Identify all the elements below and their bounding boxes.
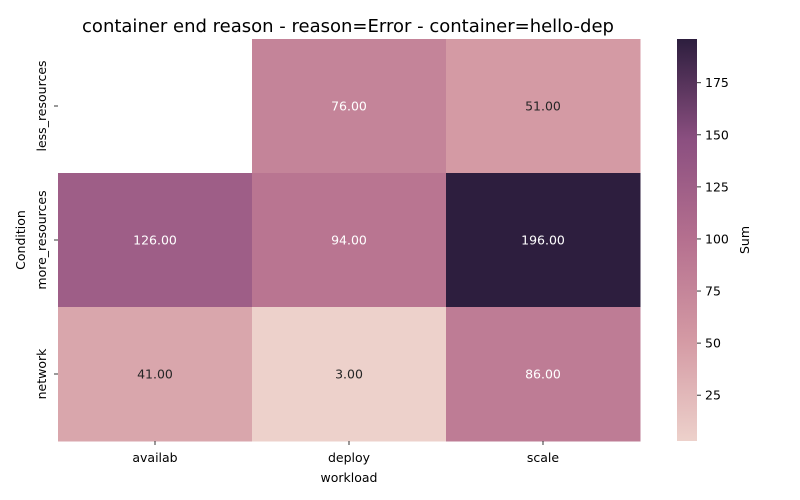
colorbar-tick-label: 75	[705, 284, 721, 299]
y-axis-label: Condition	[13, 210, 28, 270]
x-tick-label: scale	[527, 450, 560, 465]
colorbar-ticks: 25 50 75 100 125 150 175	[697, 75, 729, 403]
heatmap-cell	[446, 307, 641, 442]
x-axis-label: workload	[321, 470, 378, 485]
x-tick-label: deploy	[328, 450, 371, 465]
heatmap-cell-labels: 76.00 51.00 126.00 94.00 196.00 41.00 3.00 86.0…	[133, 99, 565, 382]
heatmap-cells	[58, 39, 641, 442]
heatmap-cell-label: 76.00	[331, 99, 367, 114]
colorbar-tick-label: 125	[705, 179, 729, 194]
heatmap-cell-label: 3.00	[335, 367, 363, 382]
y-tick-label: more_resources	[34, 190, 49, 289]
colorbar-tick-label: 25	[705, 388, 721, 403]
heatmap-cell-label: 86.00	[525, 367, 561, 382]
heatmap-cell-label: 126.00	[133, 233, 177, 248]
heatmap-cell	[446, 39, 641, 174]
heatmap-cell-label: 51.00	[525, 99, 561, 114]
colorbar-tick-label: 175	[705, 75, 729, 90]
heatmap-cell-label: 196.00	[521, 233, 565, 248]
colorbar-tick-label: 50	[705, 336, 721, 351]
heatmap-cell	[58, 307, 253, 442]
y-tick-label: network	[34, 348, 49, 400]
heatmap-cell	[252, 173, 447, 308]
heatmap-cell	[252, 307, 447, 442]
colorbar	[677, 39, 697, 441]
x-axis-ticks: availab deploy scale	[132, 441, 559, 465]
heatmap-cell	[252, 39, 447, 174]
chart-title: container end reason - reason=Error - co…	[82, 16, 614, 37]
colorbar-tick-label: 150	[705, 127, 729, 142]
heatmap-cell-label: 94.00	[331, 233, 367, 248]
colorbar-tick-label: 100	[705, 231, 729, 246]
heatmap-cell	[446, 173, 641, 308]
x-tick-label: availab	[132, 450, 177, 465]
heatmap-cell	[58, 173, 253, 308]
y-tick-label: less_resources	[34, 60, 49, 151]
heatmap-cell-label: 41.00	[137, 367, 173, 382]
colorbar-label: Sum	[737, 226, 752, 254]
